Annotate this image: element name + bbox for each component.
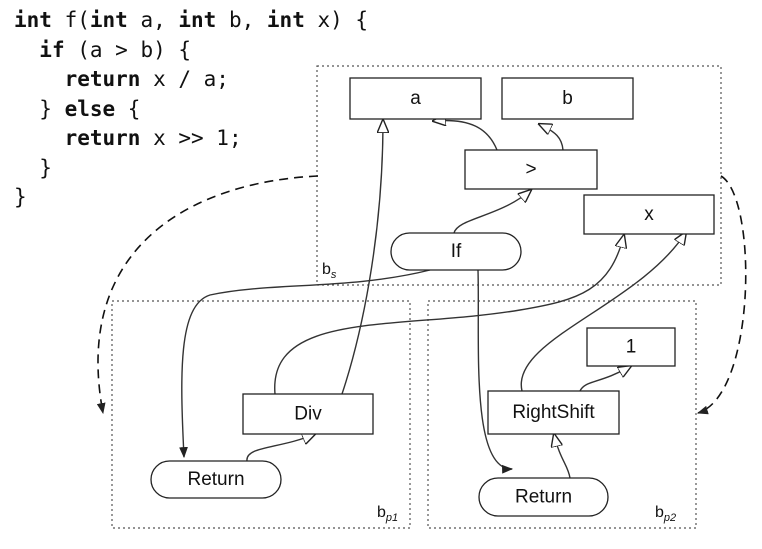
code-line: }	[14, 154, 368, 184]
code-line: return x >> 1;	[14, 124, 368, 154]
svg-text:Return: Return	[515, 487, 572, 508]
node-gt: >	[464, 149, 598, 190]
node-b: b	[501, 77, 634, 120]
block-bp2-label: bp2	[655, 504, 676, 524]
node-x: x	[583, 194, 715, 235]
edge-if-to-return2	[477, 269, 514, 474]
block-bp1-label: bp1	[377, 504, 398, 524]
source-code: int f(int a, int b, int x) { if (a > b) …	[14, 6, 368, 213]
svg-text:Return: Return	[187, 469, 244, 490]
edge-rightshift-to-x	[520, 232, 686, 392]
svg-text:If: If	[451, 241, 462, 262]
edge-return2-to-rightshift	[554, 434, 571, 479]
edge-if-to-gt	[453, 190, 531, 234]
code-line: int f(int a, int b, int x) {	[14, 6, 368, 36]
node-rightshift: RightShift	[487, 390, 620, 435]
control-edge-to-bp1	[96, 175, 319, 415]
code-token: x) {	[304, 8, 369, 32]
code-token: f(	[51, 8, 90, 32]
code-keyword: int	[178, 8, 217, 32]
code-keyword: int	[266, 8, 305, 32]
code-line: }	[14, 183, 368, 213]
code-token: }	[14, 96, 65, 121]
block-bp2	[427, 300, 697, 529]
edge-if-to-return1	[179, 269, 431, 459]
edge-rightshift-to-one	[579, 366, 631, 392]
node-if: If	[390, 232, 522, 271]
block-bp1	[111, 300, 411, 529]
code-token: (a > b) {	[64, 37, 192, 62]
edge-gt-to-a	[433, 120, 498, 151]
edge-div-to-x	[274, 235, 624, 395]
code-token: x >> 1;	[140, 126, 242, 150]
svg-text:a: a	[410, 88, 421, 109]
code-token: a,	[127, 8, 179, 32]
svg-text:b: b	[562, 88, 573, 109]
svg-text:Div: Div	[294, 404, 322, 425]
code-keyword: int	[89, 8, 128, 32]
code-keyword: else	[64, 96, 116, 121]
code-token: b,	[216, 8, 267, 32]
edge-return1-to-div	[246, 434, 315, 462]
node-div: Div	[242, 393, 374, 435]
block-bs-label: bs	[322, 261, 337, 281]
code-keyword: int	[14, 8, 52, 32]
code-token: x / a;	[140, 67, 229, 91]
code-keyword: if	[39, 37, 65, 62]
svg-text:1: 1	[626, 337, 637, 358]
svg-text:>: >	[525, 159, 536, 180]
code-token: }	[14, 155, 52, 180]
code-token: {	[115, 96, 141, 121]
edge-div-to-a	[341, 120, 383, 395]
node-a: a	[349, 77, 482, 120]
code-line: } else {	[14, 95, 368, 125]
control-edge-to-bp2	[696, 175, 747, 415]
code-token: }	[14, 185, 27, 209]
code-keyword: return	[64, 67, 141, 91]
code-keyword: return	[64, 126, 141, 150]
node-one: 1	[586, 327, 676, 367]
node-return-p1: Return	[150, 460, 282, 499]
node-return-p2: Return	[478, 477, 609, 517]
svg-text:x: x	[644, 204, 654, 225]
code-line: if (a > b) {	[14, 36, 368, 66]
svg-text:RightShift: RightShift	[512, 402, 595, 423]
code-line: return x / a;	[14, 65, 368, 95]
edge-gt-to-b	[539, 124, 564, 151]
